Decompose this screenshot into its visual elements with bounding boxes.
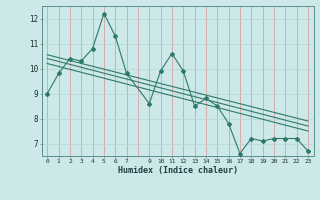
- X-axis label: Humidex (Indice chaleur): Humidex (Indice chaleur): [118, 166, 237, 175]
